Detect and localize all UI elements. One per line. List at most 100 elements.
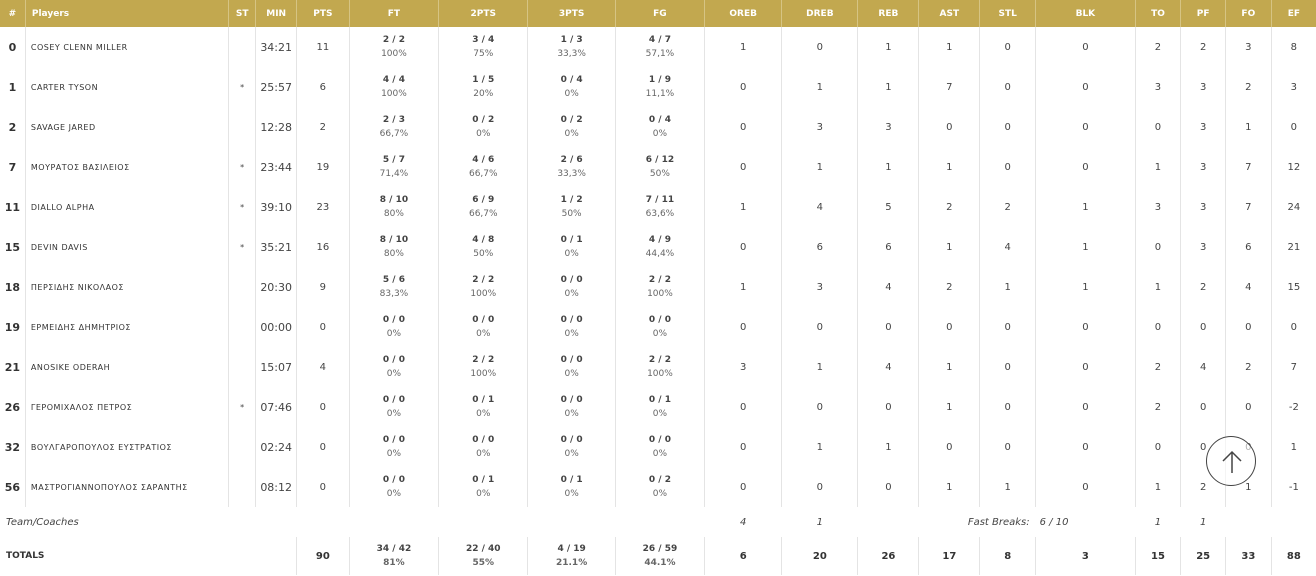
starter-mark — [228, 427, 257, 467]
header-players[interactable]: Players — [25, 0, 229, 27]
player-2pts: 6 / 9 66,7% — [438, 187, 529, 227]
player-minutes: 00:00 — [255, 307, 297, 347]
starter-mark — [228, 267, 257, 307]
player-2pts: 2 / 2 100% — [438, 267, 529, 307]
player-number: 7 — [0, 147, 26, 187]
player-oreb: 0 — [704, 107, 783, 147]
player-oreb: 3 — [704, 347, 783, 387]
header-reb[interactable]: REB — [857, 0, 920, 27]
header-blk[interactable]: BLK — [1035, 0, 1136, 27]
header-ast[interactable]: AST — [918, 0, 981, 27]
player-minutes: 34:21 — [255, 27, 297, 67]
player-points: 19 — [296, 147, 350, 187]
player-name[interactable]: CARTER TYSON — [25, 67, 229, 107]
player-ft: 2 / 3 66,7% — [349, 107, 440, 147]
player-name[interactable]: COSEY CLENN MILLER — [25, 27, 229, 67]
header-ft[interactable]: FT — [349, 0, 440, 27]
header-stl[interactable]: STL — [979, 0, 1037, 27]
player-stl: 1 — [979, 267, 1037, 307]
player-fo: 0 — [1225, 387, 1272, 427]
fast-breaks-label: Fast Breaks: — [967, 516, 1030, 528]
player-fo: 4 — [1225, 267, 1272, 307]
player-number: 21 — [0, 347, 26, 387]
player-row: 11 DIALLO ALPHA * 39:10 23 8 / 10 80% 6 / 9 66,7… — [0, 187, 1316, 227]
player-name[interactable]: DIALLO ALPHA — [25, 187, 229, 227]
team-to: 1 — [1154, 516, 1162, 528]
player-fo: 2 — [1225, 347, 1272, 387]
player-name[interactable]: ΓΕΡΟΜΙΧΑΛΟΣ ΠΕΤΡΟΣ — [25, 387, 229, 427]
player-row: 1 CARTER TYSON * 25:57 6 4 / 4 100% 1 / 5 20% 0 /… — [0, 67, 1316, 107]
player-ast: 1 — [918, 387, 981, 427]
player-oreb: 0 — [704, 67, 783, 107]
player-3pts: 0 / 0 0% — [527, 307, 616, 347]
player-name[interactable]: ANOSIKE ODERAH — [25, 347, 229, 387]
player-oreb: 1 — [704, 187, 783, 227]
player-name[interactable]: ΕΡΜΕΙΔΗΣ ΔΗΜΗΤΡΙΟΣ — [25, 307, 229, 347]
player-name[interactable]: ΜΟΥΡΑΤΟΣ ΒΑΣΙΛΕΙΟΣ — [25, 147, 229, 187]
player-reb: 0 — [857, 387, 920, 427]
player-points: 0 — [296, 467, 350, 507]
player-oreb: 0 — [704, 467, 783, 507]
player-to: 1 — [1135, 147, 1182, 187]
player-dreb: 0 — [781, 467, 859, 507]
header-fg[interactable]: FG — [615, 0, 706, 27]
starter-mark: * — [228, 147, 257, 187]
starter-mark — [228, 307, 257, 347]
totals-fo: 33 — [1225, 537, 1272, 575]
player-row: 7 ΜΟΥΡΑΤΟΣ ΒΑΣΙΛΕΙΟΣ * 23:44 19 5 / 7 71,4% 4 /… — [0, 147, 1316, 187]
player-dreb: 3 — [781, 107, 859, 147]
player-name[interactable]: SAVAGE JARED — [25, 107, 229, 147]
totals-label: TOTALS — [0, 537, 297, 575]
header-dreb[interactable]: DREB — [781, 0, 859, 27]
totals-2pts: 22 / 40 55% — [438, 537, 529, 575]
player-row: 18 ΠΕΡΣΙΔΗΣ ΝΙΚΟΛΑΟΣ 20:30 9 5 / 6 83,3% 2 / 2… — [0, 267, 1316, 307]
player-ef: 21 — [1287, 241, 1301, 253]
header-st[interactable]: ST — [228, 0, 257, 27]
player-blk: 0 — [1035, 27, 1136, 67]
header-pts[interactable]: PTS — [296, 0, 350, 27]
header-min[interactable]: MIN — [255, 0, 297, 27]
header-[interactable]: # — [0, 0, 26, 27]
player-ft: 8 / 10 80% — [349, 227, 440, 267]
player-ast: 1 — [918, 227, 981, 267]
header-pf[interactable]: PF — [1180, 0, 1226, 27]
header-ef[interactable]: EF — [1271, 0, 1316, 27]
player-ef: -2 — [1288, 401, 1299, 413]
player-fg: 0 / 4 0% — [615, 107, 706, 147]
player-minutes: 07:46 — [255, 387, 297, 427]
player-ef: 15 — [1287, 281, 1301, 293]
totals-pts: 90 — [296, 537, 350, 575]
header-3pts[interactable]: 3PTS — [527, 0, 616, 27]
player-3pts: 0 / 1 0% — [527, 227, 616, 267]
header-to[interactable]: TO — [1135, 0, 1182, 27]
player-to: 0 — [1135, 107, 1182, 147]
starter-mark: * — [228, 387, 257, 427]
player-pf: 3 — [1180, 147, 1226, 187]
player-ast: 0 — [918, 107, 981, 147]
header-fo[interactable]: FO — [1225, 0, 1272, 27]
team-dreb: 1 — [816, 516, 824, 528]
player-to: 0 — [1135, 427, 1182, 467]
player-name[interactable]: DEVIN DAVIS — [25, 227, 229, 267]
player-row: 56 ΜΑΣΤΡΟΓΙΑΝΝΟΠΟΥΛΟΣ ΣΑΡΑΝΤΗΣ 08:12 0 0 / 0… — [0, 467, 1316, 507]
scroll-to-top-button[interactable] — [1206, 436, 1256, 486]
team-oreb: 4 — [740, 516, 747, 528]
totals-3pts: 4 / 19 21.1% — [527, 537, 616, 575]
player-fg: 0 / 1 0% — [615, 387, 706, 427]
player-stl: 0 — [979, 67, 1037, 107]
header-2pts[interactable]: 2PTS — [438, 0, 529, 27]
totals-blk: 3 — [1035, 537, 1136, 575]
player-fg: 6 / 12 50% — [615, 147, 706, 187]
player-fo: 1 — [1225, 107, 1272, 147]
player-minutes: 35:21 — [255, 227, 297, 267]
player-number: 32 — [0, 427, 26, 467]
player-stl: 1 — [979, 467, 1037, 507]
player-blk: 0 — [1035, 467, 1136, 507]
player-name[interactable]: ΜΑΣΤΡΟΓΙΑΝΝΟΠΟΥΛΟΣ ΣΑΡΑΝΤΗΣ — [25, 467, 229, 507]
header-oreb[interactable]: OREB — [704, 0, 783, 27]
player-stl: 0 — [979, 307, 1037, 347]
player-name[interactable]: ΠΕΡΣΙΔΗΣ ΝΙΚΟΛΑΟΣ — [25, 267, 229, 307]
player-fo: 2 — [1225, 67, 1272, 107]
player-minutes: 25:57 — [255, 67, 297, 107]
player-name[interactable]: ΒΟΥΛΓΑΡΟΠΟΥΛΟΣ ΕΥΣΤΡΑΤΙΟΣ — [25, 427, 229, 467]
